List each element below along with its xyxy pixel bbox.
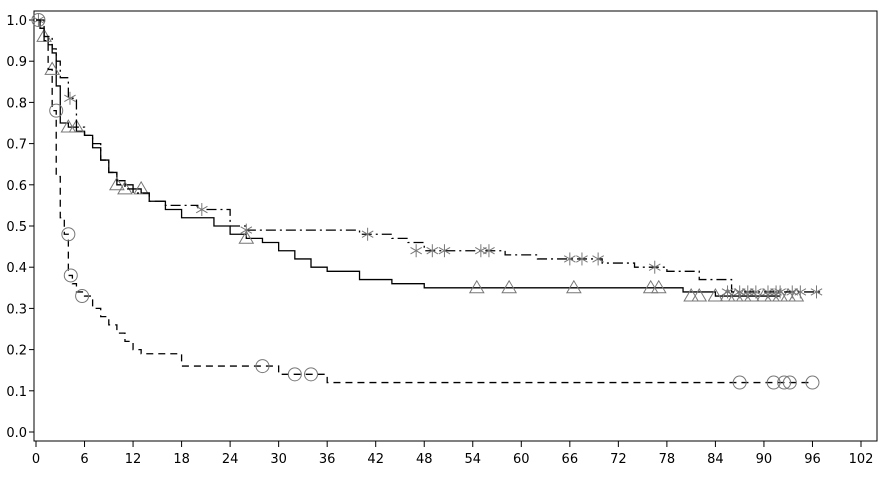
x-tick-label: 90: [756, 452, 773, 467]
censor-asterisk-marker: [576, 252, 588, 266]
x-tick-label: 48: [416, 452, 433, 467]
censor-triangle-marker: [719, 288, 736, 302]
censor-triangle-marker: [60, 119, 77, 133]
censor-asterisk-marker: [749, 285, 762, 299]
censor-circle-marker: [49, 103, 64, 118]
censor-triangle-marker: [650, 279, 667, 294]
censor-asterisk-marker: [240, 223, 253, 237]
censor-asterisk-marker: [648, 260, 661, 274]
censor-triangle-marker: [788, 288, 805, 302]
censor-circle-marker: [782, 375, 797, 390]
x-tick-label: 78: [659, 452, 676, 467]
series-line-1: [36, 19, 781, 297]
censor-triangle-marker: [707, 288, 724, 302]
censor-asterisk-marker: [592, 252, 605, 266]
censor-asterisk-marker: [410, 244, 423, 258]
censor-asterisk-marker: [438, 244, 451, 258]
series-line-2: [36, 19, 821, 293]
censor-circle-marker: [63, 268, 78, 283]
censor-circle-marker: [61, 227, 76, 242]
censor-triangle-marker: [109, 176, 125, 191]
censor-triangle-marker: [36, 28, 52, 42]
y-tick-label: 0.0: [6, 426, 27, 441]
censor-asterisk-marker: [483, 244, 495, 258]
censor-asterisk-marker: [64, 91, 76, 105]
censor-triangle-marker: [117, 180, 133, 195]
censor-circle-marker: [766, 375, 781, 390]
censor-asterisk-marker: [774, 285, 786, 299]
censor-circle-marker: [75, 289, 90, 304]
censor-circle-marker: [732, 375, 747, 390]
censor-triangle-marker: [642, 279, 659, 294]
censor-asterisk-marker: [721, 285, 734, 299]
y-tick-label: 0.8: [6, 96, 27, 111]
plot-frame: [33, 10, 878, 442]
x-tick-label: 36: [319, 452, 336, 467]
censor-triangle-marker: [468, 279, 485, 294]
x-tick-label: 66: [562, 452, 579, 467]
censor-circle-marker: [255, 359, 270, 374]
censor-triangle-marker: [133, 180, 150, 195]
y-tick-label: 0.7: [6, 138, 27, 153]
censor-triangle-marker: [691, 288, 708, 302]
x-tick-label: 0: [32, 452, 40, 467]
x-tick-label: 12: [125, 452, 142, 467]
censor-circle-marker: [777, 375, 792, 390]
x-tick-label: 102: [849, 452, 874, 467]
x-tick-label: 96: [804, 452, 821, 467]
y-tick-label: 1.0: [6, 14, 27, 29]
censor-triangle-marker: [565, 279, 582, 294]
censor-asterisk-marker: [426, 244, 439, 258]
y-tick-label: 0.5: [6, 220, 27, 235]
y-tick-label: 0.2: [6, 344, 27, 359]
x-tick-label: 72: [610, 452, 627, 467]
censor-triangle-marker: [772, 288, 788, 302]
x-tick-label: 6: [80, 452, 88, 467]
censor-triangle-marker: [735, 288, 752, 302]
censor-triangle-marker: [501, 279, 518, 294]
censor-triangle-marker: [44, 61, 61, 75]
censor-circle-marker: [304, 367, 318, 382]
x-tick-label: 54: [464, 452, 481, 467]
censor-triangle-marker: [68, 119, 85, 133]
x-tick-label: 42: [367, 452, 384, 467]
y-tick-label: 0.9: [6, 55, 27, 70]
x-tick-label: 60: [513, 452, 530, 467]
x-tick-label: 30: [270, 452, 287, 467]
censor-asterisk-marker: [474, 244, 487, 258]
x-tick-label: 18: [173, 452, 190, 467]
censor-triangle-marker: [683, 288, 700, 302]
series-layer: [31, 13, 823, 390]
x-tick-label: 84: [707, 452, 724, 467]
y-tick-label: 0.1: [6, 385, 27, 400]
censor-triangle-marker: [743, 288, 760, 302]
y-axis: 0.0 0.1 0.2 0.3 0.4 0.5 0.6 0.7 0.8 0.9 1.0: [6, 14, 34, 441]
y-tick-label: 0.3: [6, 302, 27, 317]
x-tick-label: 24: [222, 452, 239, 467]
censor-circle-marker: [287, 367, 302, 382]
censor-circle-marker: [805, 375, 820, 390]
censor-triangle-marker: [238, 230, 255, 244]
censor-asterisk-marker: [195, 203, 208, 217]
y-tick-label: 0.6: [6, 179, 27, 194]
censor-circle-marker: [31, 13, 46, 27]
censor-asterisk-marker: [810, 285, 823, 299]
censor-asterisk-marker: [563, 252, 576, 266]
y-tick-label: 0.4: [6, 261, 27, 276]
censor-asterisk-marker: [794, 285, 807, 299]
x-axis: 0 6 12 18 24 30 36 42 48 54 60 66 72 78 84 90 96 102: [32, 441, 874, 467]
censor-asterisk-marker: [361, 227, 374, 241]
series-line-3: [36, 19, 813, 384]
